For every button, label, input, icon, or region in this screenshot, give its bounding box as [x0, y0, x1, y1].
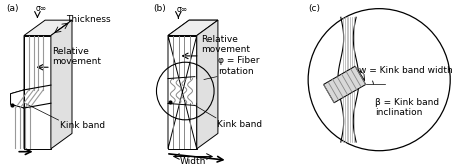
Text: φ = Fiber
rotation: φ = Fiber rotation [218, 56, 259, 76]
Text: (b): (b) [154, 4, 166, 13]
Text: σ∞: σ∞ [176, 5, 188, 14]
Polygon shape [197, 20, 218, 149]
Polygon shape [24, 20, 72, 36]
Text: Kink band: Kink band [217, 120, 262, 129]
Text: β = Kink band
inclination: β = Kink band inclination [375, 98, 439, 117]
Polygon shape [168, 36, 197, 149]
Text: Relative
movement: Relative movement [201, 35, 250, 54]
Polygon shape [10, 90, 24, 108]
Polygon shape [24, 36, 51, 149]
Polygon shape [324, 66, 366, 103]
Text: (a): (a) [7, 4, 19, 13]
Polygon shape [168, 20, 218, 36]
Polygon shape [168, 36, 204, 149]
Text: (c): (c) [308, 4, 320, 13]
Polygon shape [51, 20, 72, 149]
Text: w = Kink band width: w = Kink band width [359, 66, 453, 75]
Text: Relative
movement: Relative movement [52, 47, 101, 66]
Text: Thickness: Thickness [66, 15, 111, 24]
Text: σ∞: σ∞ [36, 5, 46, 13]
Polygon shape [168, 20, 218, 36]
Text: Kink band: Kink band [60, 121, 105, 130]
Text: Width: Width [180, 157, 206, 166]
